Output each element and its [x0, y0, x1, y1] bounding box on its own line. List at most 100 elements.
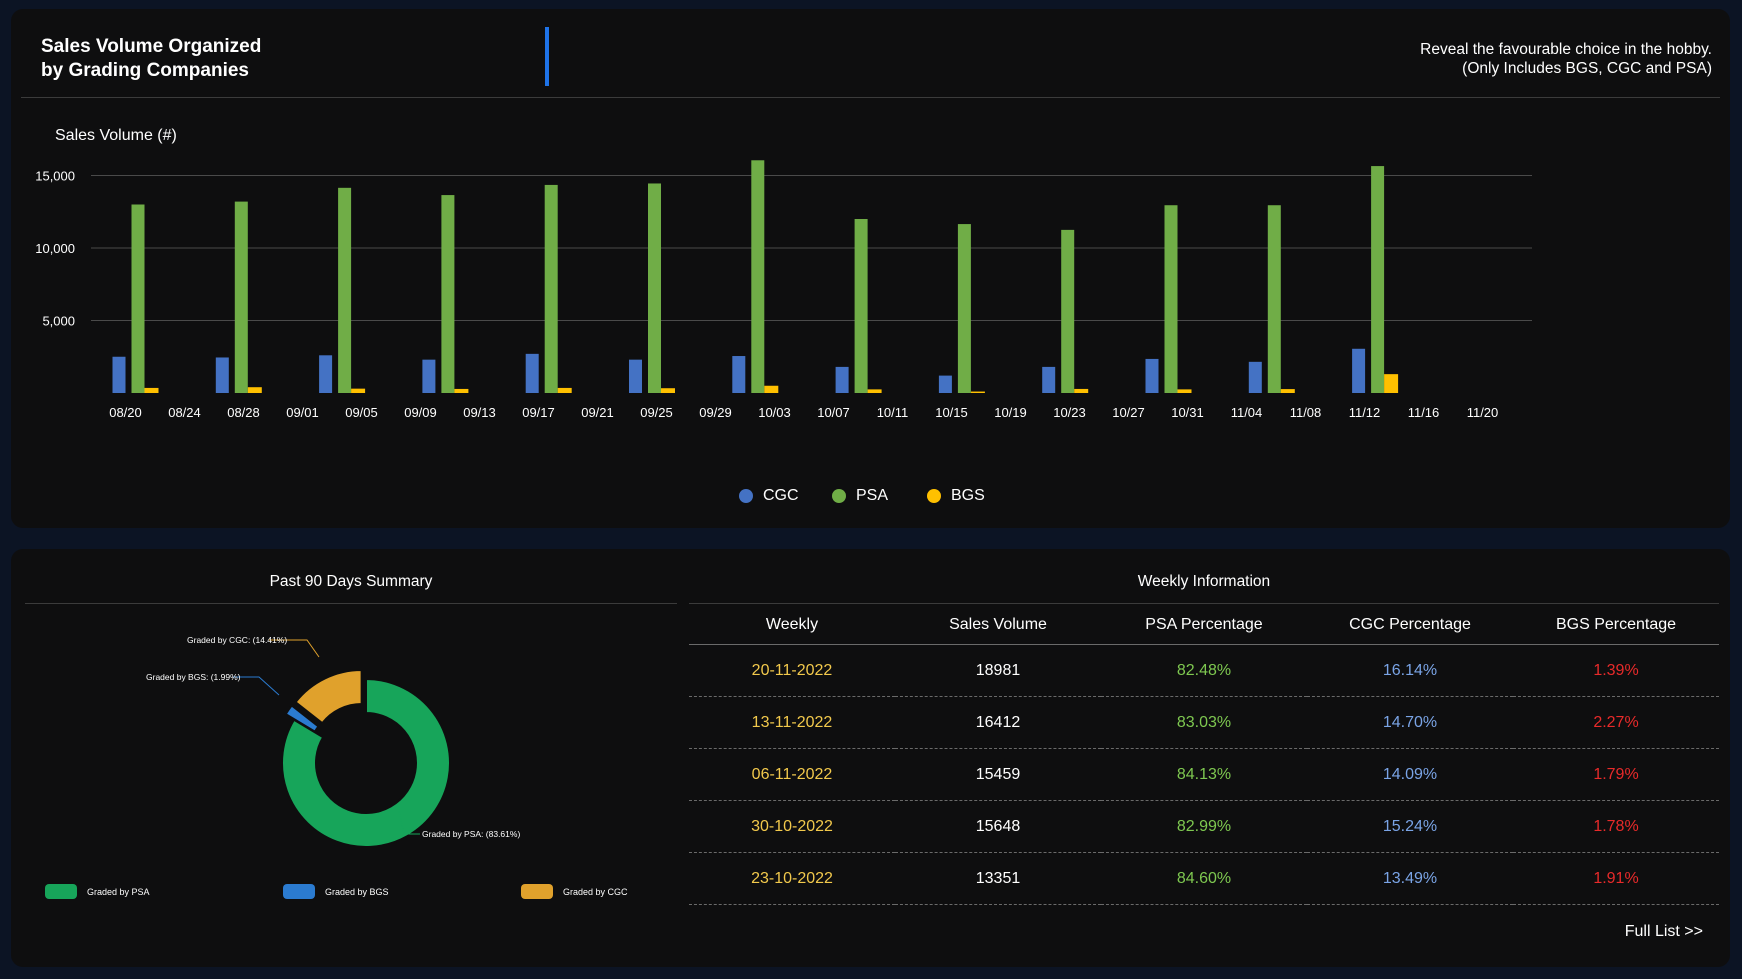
donut-slice-cgc[interactable] — [294, 669, 363, 725]
bar-cgc — [422, 359, 436, 393]
x-tick-label: 09/05 — [345, 405, 378, 420]
x-tick-label: 09/29 — [699, 405, 732, 420]
bar-psa — [131, 204, 145, 393]
bar-psa — [1164, 205, 1178, 393]
bar-bgs — [1280, 389, 1295, 393]
weekly-title: Weekly Information — [1137, 573, 1271, 590]
x-tick-label: 11/16 — [1408, 405, 1440, 420]
grid-lines — [91, 175, 1532, 321]
pie-legend-cgc[interactable]: Graded by CGC — [521, 884, 628, 899]
cell-sales: 13351 — [895, 852, 1101, 905]
pie-legend-label-psa: Graded by PSA — [87, 886, 150, 897]
bar-bgs — [144, 387, 159, 393]
panel-note: Reveal the favourable choice in the hobb… — [1420, 40, 1712, 78]
bar-psa — [854, 219, 868, 393]
cell-week: 20-11-2022 — [689, 644, 895, 697]
table-row: 06-11-2022 15459 84.13% 14.09% 1.79% — [689, 748, 1719, 801]
bar-cgc — [629, 359, 642, 393]
bar-bgs — [661, 388, 675, 393]
cell-bgs: 1.91% — [1513, 852, 1719, 905]
weekly-header-row: Weekly Sales Volume PSA Percentage CGC P… — [689, 605, 1719, 645]
cell-week: 06-11-2022 — [689, 748, 895, 801]
legend-item-cgc[interactable]: CGC — [739, 487, 799, 505]
y-tick-labels: 5,000 10,000 15,000 — [35, 169, 75, 329]
x-tick-label: 08/20 — [109, 405, 142, 420]
x-tick-label: 10/27 — [1112, 405, 1145, 420]
x-tick-label: 08/28 — [227, 405, 260, 420]
pie-legend-psa[interactable]: Graded by PSA — [45, 884, 150, 899]
table-row: 23-10-2022 13351 84.60% 13.49% 1.91% — [689, 852, 1719, 905]
pie-legend-bgs[interactable]: Graded by BGS — [283, 884, 389, 899]
legend-dot-cgc — [739, 489, 753, 503]
summary-panel: Past 90 Days Summary Graded by CGC: (14.… — [11, 549, 1730, 967]
panel-title-line-1: Sales Volume Organized — [41, 36, 262, 57]
cell-bgs: 2.27% — [1513, 696, 1719, 749]
legend-label-bgs: BGS — [951, 487, 985, 504]
legend-label-psa: PSA — [856, 487, 889, 504]
legend-item-psa[interactable]: PSA — [832, 487, 888, 505]
table-row: 13-11-2022 16412 83.03% 14.70% 2.27% — [689, 696, 1719, 749]
summary-title: Past 90 Days Summary — [269, 573, 433, 590]
x-tick-label: 11/08 — [1290, 405, 1322, 420]
bar-bgs — [351, 388, 366, 393]
bar-cgc — [1352, 348, 1366, 393]
x-tick-label: 09/01 — [286, 405, 319, 420]
legend-item-bgs[interactable]: BGS — [927, 487, 985, 505]
full-list-link[interactable]: Full List >> — [1624, 923, 1703, 940]
x-tick-label: 10/11 — [877, 405, 909, 420]
pie-legend-swatch-bgs — [283, 884, 315, 899]
bar-bgs — [867, 389, 882, 393]
cell-cgc: 13.49% — [1307, 852, 1513, 905]
legend-dot-psa — [832, 489, 846, 503]
donut-leader-lines — [233, 639, 420, 835]
cell-bgs: 1.78% — [1513, 800, 1719, 853]
cell-psa: 83.03% — [1101, 696, 1307, 749]
cell-sales: 15459 — [895, 748, 1101, 801]
bar-psa — [1267, 205, 1281, 393]
bar-psa — [544, 184, 558, 393]
header-weekly: Weekly — [689, 605, 895, 645]
x-tick-label: 10/15 — [935, 405, 968, 420]
bar-psa — [338, 187, 352, 393]
cell-week: 30-10-2022 — [689, 800, 895, 853]
pie-legend-label-bgs: Graded by BGS — [325, 886, 389, 897]
legend-label-cgc: CGC — [763, 487, 799, 504]
x-tick-label: 10/31 — [1171, 405, 1204, 420]
cell-sales: 15648 — [895, 800, 1101, 853]
cell-week: 23-10-2022 — [689, 852, 895, 905]
bar-bgs — [1074, 388, 1089, 393]
x-tick-label: 09/21 — [581, 405, 614, 420]
cell-psa: 84.13% — [1101, 748, 1307, 801]
accent-bar — [545, 27, 549, 86]
x-tick-label: 11/04 — [1231, 405, 1263, 420]
x-tick-label: 10/19 — [994, 405, 1027, 420]
panel-divider — [21, 97, 1720, 98]
bar-bgs — [454, 388, 469, 393]
leader-line-psa — [398, 810, 420, 835]
bar-bgs — [764, 385, 779, 393]
leader-line-bgs — [233, 676, 280, 696]
bar-bgs — [1384, 374, 1399, 393]
bar-psa — [234, 201, 248, 393]
x-tick-label: 09/25 — [640, 405, 673, 420]
bar-bgs — [557, 387, 572, 393]
cell-cgc: 14.09% — [1307, 748, 1513, 801]
summary-divider — [25, 603, 677, 604]
leader-line-cgc — [269, 639, 320, 658]
bar-psa — [751, 160, 765, 393]
bar-psa — [1371, 166, 1385, 393]
legend-dot-bgs — [927, 489, 941, 503]
y-tick-label: 15,000 — [35, 169, 75, 184]
cell-cgc: 14.70% — [1307, 696, 1513, 749]
bar-cgc — [835, 366, 849, 393]
cell-sales: 16412 — [895, 696, 1101, 749]
y-axis-title: Sales Volume (#) — [55, 127, 177, 144]
donut-slice-bgs[interactable] — [284, 704, 320, 733]
bar-cgc — [525, 353, 539, 393]
bar-psa — [648, 183, 661, 393]
header-psa-percentage: PSA Percentage — [1101, 605, 1307, 645]
donut-slice-psa[interactable] — [281, 677, 451, 848]
donut-label-psa: Graded by PSA: (83.61%) — [422, 829, 520, 839]
table-row: 20-11-2022 18981 82.48% 16.14% 1.39% — [689, 644, 1719, 697]
y-tick-label: 10,000 — [35, 241, 75, 256]
